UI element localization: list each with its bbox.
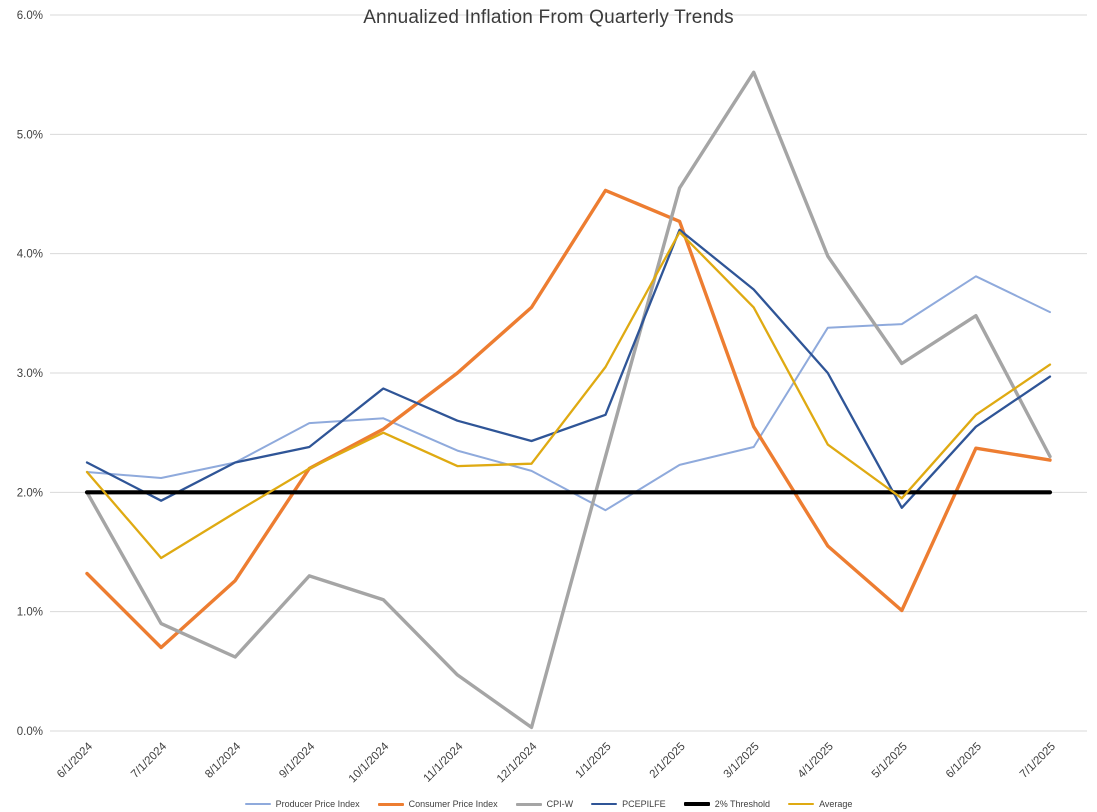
y-tick-label: 6.0% xyxy=(17,10,43,22)
chart-title: Annualized Inflation From Quarterly Tren… xyxy=(363,7,734,28)
series-line-producer-price-index xyxy=(86,275,1051,512)
legend-swatch-pcepilfe xyxy=(591,803,618,805)
x-tick-label: 6/1/2024 xyxy=(55,740,96,781)
legend-item-2-threshold: 2% Threshold xyxy=(683,799,771,809)
series-line-consumer-price-index xyxy=(85,188,1052,650)
legend-label: Producer Price Index xyxy=(275,799,360,809)
legend-item-producer-price-index: Producer Price Index xyxy=(244,799,360,809)
y-tick-label: 1.0% xyxy=(17,607,43,619)
x-tick-label: 10/1/2024 xyxy=(347,740,392,785)
series-line-pcepilfe xyxy=(85,228,1052,509)
legend-item-cpi-w: CPI-W xyxy=(515,799,574,809)
legend-label: CPI-W xyxy=(546,799,574,809)
y-tick-label: 4.0% xyxy=(17,249,43,261)
series-line-cpi-w xyxy=(85,70,1052,730)
x-tick-label: 5/1/2025 xyxy=(870,741,910,781)
x-tick-label: 7/1/2025 xyxy=(1018,741,1058,781)
legend-item-average: Average xyxy=(788,799,852,809)
y-tick-label: 2.0% xyxy=(17,487,43,499)
x-tick-label: 1/1/2025 xyxy=(574,741,614,781)
chart-legend: Producer Price Index Consumer Price Index… xyxy=(0,799,1097,809)
legend-swatch-consumer-price-index xyxy=(377,802,404,806)
legend-label: PCEPILFE xyxy=(622,799,666,809)
legend-swatch-average xyxy=(788,803,815,805)
x-tick-label: 7/1/2024 xyxy=(129,740,170,781)
y-tick-label: 0.0% xyxy=(17,726,43,738)
x-tick-label: 11/1/2024 xyxy=(421,740,465,784)
legend-swatch-cpi-w xyxy=(515,802,542,806)
y-tick-label: 5.0% xyxy=(17,129,43,141)
legend-label: Consumer Price Index xyxy=(408,799,498,809)
series-line-average xyxy=(85,231,1052,560)
legend-label: 2% Threshold xyxy=(714,799,771,809)
x-tick-label: 2/1/2025 xyxy=(648,741,688,781)
x-tick-label: 8/1/2024 xyxy=(203,740,244,781)
legend-item-consumer-price-index: Consumer Price Index xyxy=(377,799,498,809)
legend-swatch-2-threshold xyxy=(683,802,710,806)
legend-swatch-producer-price-index xyxy=(244,803,271,805)
x-tick-label: 4/1/2025 xyxy=(796,741,836,781)
legend-item-pcepilfe: PCEPILFE xyxy=(591,799,666,809)
x-tick-label: 9/1/2024 xyxy=(277,740,318,781)
x-tick-label: 12/1/2024 xyxy=(495,740,540,785)
x-tick-label: 6/1/2025 xyxy=(944,741,984,781)
legend-label: Average xyxy=(819,799,853,809)
y-tick-label: 3.0% xyxy=(17,368,43,380)
x-tick-label: 3/1/2025 xyxy=(722,741,762,781)
